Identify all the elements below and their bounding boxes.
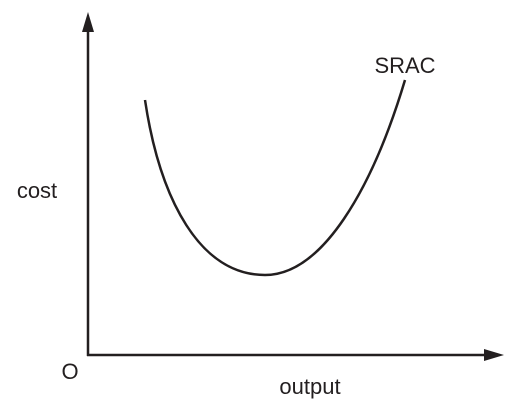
x-axis-label: output — [279, 374, 340, 399]
srac-curve — [143, 79, 407, 277]
origin-label: O — [61, 359, 78, 384]
x-axis-arrow — [484, 349, 504, 361]
curve-label: SRAC — [374, 53, 435, 78]
y-axis-arrow — [82, 12, 94, 32]
y-axis-label: cost — [17, 178, 57, 203]
